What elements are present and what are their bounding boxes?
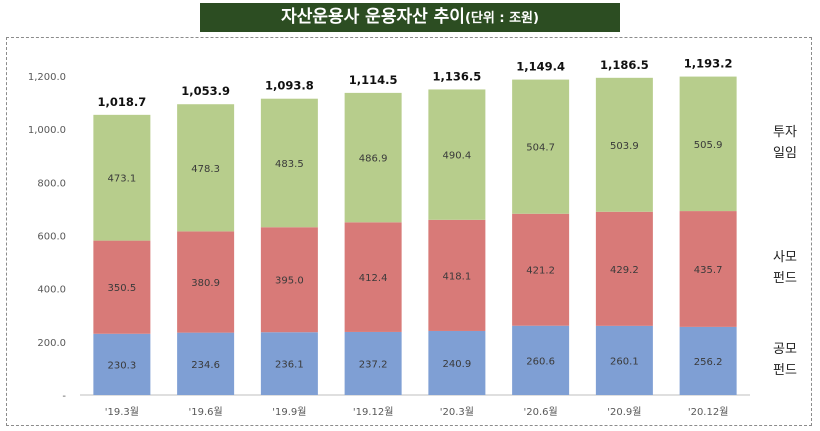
x-tick-label: '20.12월: [688, 406, 729, 418]
bar-total-label: 1,093.8: [265, 79, 314, 93]
x-tick-label: '19.3월: [105, 406, 139, 418]
y-tick-label: 600.0: [37, 232, 66, 243]
bar-segment: [344, 222, 402, 332]
chart-title-main: 자산운용사 운용자산 추이: [281, 7, 465, 27]
bar-total-label: 1,149.4: [516, 60, 565, 74]
bar-value-label: 260.1: [610, 356, 639, 367]
x-tick-label: '19.6월: [189, 406, 223, 418]
bar-value-label: 256.2: [694, 357, 723, 368]
bar-total-label: 1,114.5: [349, 73, 398, 87]
bar-value-label: 490.4: [443, 151, 472, 162]
bar-value-label: 435.7: [694, 265, 723, 276]
bar-total-label: 1,193.2: [684, 57, 733, 71]
bar-total-label: 1,186.5: [600, 58, 649, 72]
y-tick-label: -: [62, 391, 66, 402]
legend-series-label: 투자: [773, 125, 797, 140]
x-tick-label: '20.9월: [607, 406, 641, 418]
bar-value-label: 350.5: [108, 283, 137, 294]
bar-segment: [344, 92, 402, 223]
bar-value-label: 234.6: [191, 360, 220, 371]
x-tick-label: '19.9월: [272, 406, 306, 418]
bar-value-label: 421.2: [526, 266, 555, 277]
bar-segment: [595, 325, 653, 395]
legend-series-label: 펀드: [773, 363, 797, 378]
bar-segment: [260, 227, 318, 333]
bar-segment: [679, 76, 737, 212]
bar-value-label: 412.4: [359, 273, 388, 284]
chart-title-unit: (단위 : 조원): [464, 11, 539, 26]
chart-title-bar: 자산운용사 운용자산 추이(단위 : 조원): [200, 3, 620, 32]
bar-value-label: 418.1: [443, 271, 472, 282]
bar-total-label: 1,018.7: [98, 95, 147, 109]
x-tick-label: '20.3월: [440, 406, 474, 418]
bar-segment: [595, 211, 653, 326]
bar-value-label: 395.0: [275, 276, 304, 287]
legend-series-label: 일임: [773, 146, 797, 161]
bar-value-label: 230.3: [108, 360, 137, 371]
bar-value-label: 380.9: [191, 278, 220, 289]
bar-segment: [93, 240, 151, 334]
x-tick-label: '19.12월: [353, 406, 394, 418]
bar-value-label: 240.9: [443, 359, 472, 370]
bar-segment: [344, 331, 402, 395]
bar-value-label: 473.1: [108, 174, 137, 185]
bar-total-label: 1,136.5: [433, 69, 482, 83]
bar-segment: [260, 332, 318, 395]
bar-value-label: 478.3: [191, 164, 220, 175]
bar-segment: [512, 213, 570, 326]
bar-value-label: 503.9: [610, 141, 639, 152]
y-tick-label: 800.0: [37, 178, 66, 189]
bar-value-label: 483.5: [275, 159, 304, 170]
legend-series-label: 펀드: [773, 271, 797, 286]
chart-title: 자산운용사 운용자산 추이(단위 : 조원): [200, 6, 620, 30]
x-tick-label: '20.6월: [524, 406, 558, 418]
bar-segment: [679, 211, 737, 327]
y-tick-label: 1,200.0: [28, 72, 66, 83]
bar-segment: [177, 104, 235, 232]
bar-segment: [428, 219, 486, 331]
bar-segment: [512, 79, 570, 214]
bar-segment: [428, 89, 486, 220]
bar-segment: [177, 231, 235, 333]
bar-segment: [512, 325, 570, 395]
bar-total-label: 1,053.9: [181, 84, 230, 98]
bar-segment: [595, 77, 653, 212]
bar-segment: [93, 333, 151, 395]
legend-series-label: 사모: [773, 250, 797, 265]
bar-value-label: 237.2: [359, 359, 388, 370]
bar-value-label: 504.7: [526, 143, 555, 154]
legend-series-label: 공모: [773, 342, 797, 357]
bar-segment: [260, 98, 318, 228]
y-tick-label: 400.0: [37, 285, 66, 296]
y-tick-label: 200.0: [37, 338, 66, 349]
bar-segment: [177, 332, 235, 395]
bar-value-label: 505.9: [694, 140, 723, 151]
y-tick-label: 1,000.0: [28, 125, 66, 136]
bar-value-label: 486.9: [359, 154, 388, 165]
bar-value-label: 429.2: [610, 265, 639, 276]
bar-segment: [679, 326, 737, 395]
bar-segment: [93, 114, 151, 241]
bar-segment: [428, 330, 486, 395]
chart-frame: [6, 37, 812, 426]
bar-value-label: 236.1: [275, 360, 304, 371]
bar-value-label: 260.6: [526, 356, 555, 367]
